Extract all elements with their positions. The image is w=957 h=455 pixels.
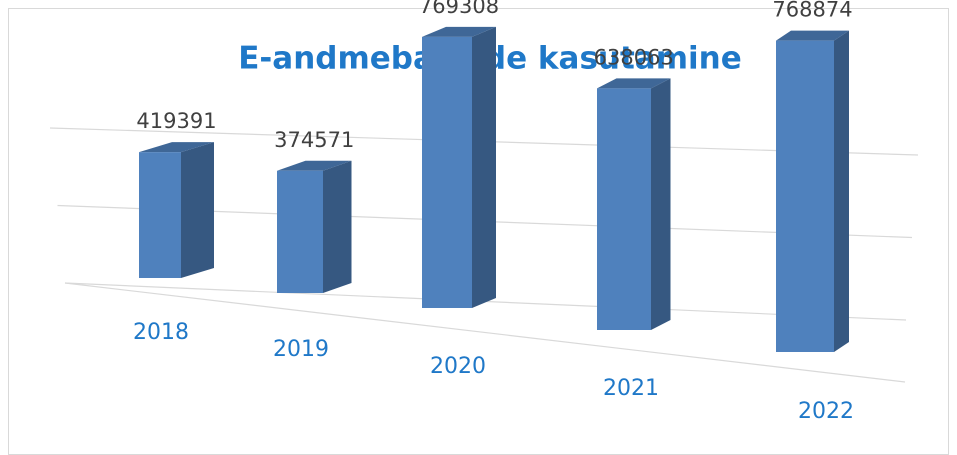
- bar-front: [776, 40, 834, 353]
- x-tick-label: 2019: [273, 337, 329, 362]
- bar-front: [422, 36, 472, 308]
- value-label: 768874: [772, 0, 852, 22]
- bar-top: [139, 142, 214, 153]
- x-tick-label: 2022: [798, 399, 854, 424]
- x-tick-label: 2020: [430, 354, 486, 379]
- bar-side: [181, 142, 214, 278]
- bar-side: [472, 26, 496, 308]
- x-tick-label: 2021: [603, 376, 659, 401]
- x-tick-label: 2018: [133, 320, 189, 345]
- bar-top: [776, 30, 849, 41]
- bar-front: [139, 152, 181, 278]
- value-label: 769308: [419, 0, 499, 18]
- bar-top: [422, 26, 496, 37]
- value-label: 419391: [136, 109, 216, 133]
- bar: [139, 142, 214, 278]
- bar-front: [597, 88, 651, 330]
- bar-top: [277, 160, 352, 171]
- bar-front: [277, 170, 323, 293]
- bar-side: [651, 78, 671, 330]
- bar: [422, 26, 496, 308]
- bar: [597, 78, 671, 330]
- bar: [776, 30, 849, 353]
- bar: [277, 160, 352, 293]
- floor-edge: [64, 282, 906, 383]
- bar-top: [597, 78, 671, 89]
- bar-side: [323, 160, 352, 293]
- value-label: 638063: [594, 45, 674, 69]
- value-label: 374571: [274, 128, 354, 152]
- bar-side: [834, 30, 849, 353]
